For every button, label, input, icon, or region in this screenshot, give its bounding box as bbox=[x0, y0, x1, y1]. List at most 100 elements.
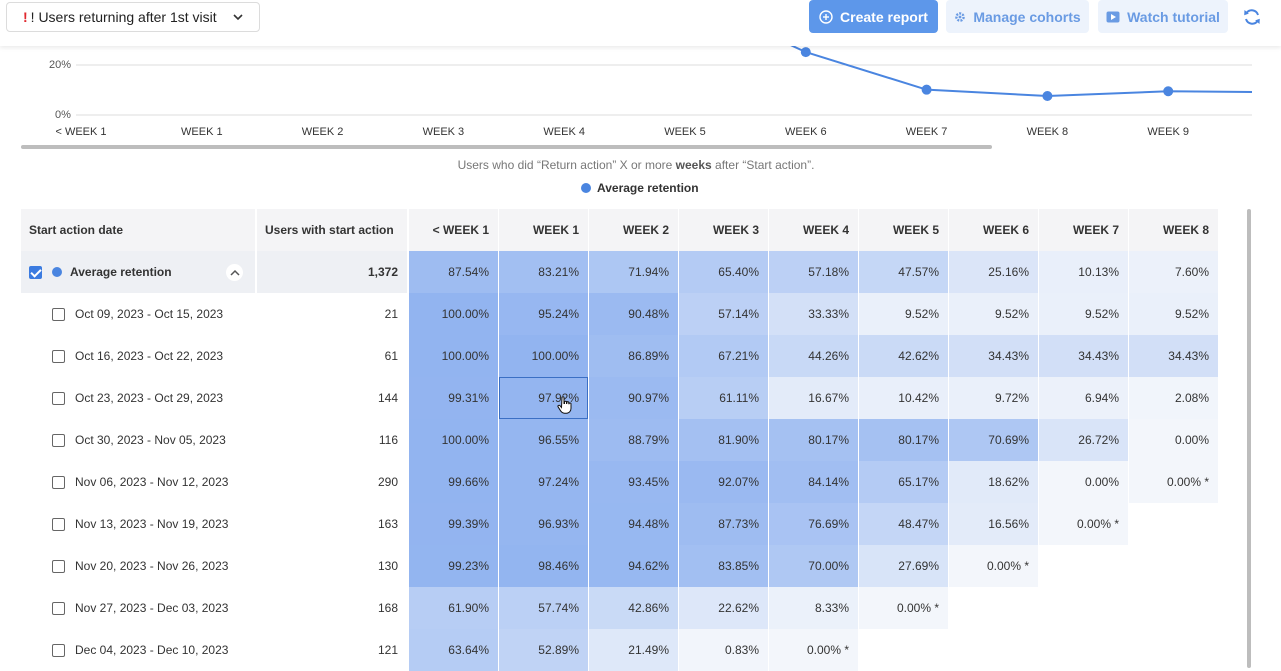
header-week-2[interactable]: WEEK 2 bbox=[589, 209, 678, 251]
report-selector[interactable]: ! ! Users returning after 1st visit bbox=[6, 2, 260, 32]
average-retention-value[interactable]: 83.21% bbox=[499, 251, 588, 293]
retention-cell[interactable]: 0.00% bbox=[1039, 461, 1128, 503]
retention-cell[interactable]: 100.00% bbox=[499, 335, 588, 377]
retention-cell[interactable]: 61.90% bbox=[409, 587, 498, 629]
retention-cell[interactable]: 0.83% bbox=[679, 629, 768, 671]
header-week-8[interactable]: WEEK 8 bbox=[1129, 209, 1218, 251]
retention-cell[interactable]: 99.39% bbox=[409, 503, 498, 545]
retention-cell[interactable]: 34.43% bbox=[1129, 335, 1218, 377]
retention-cell[interactable]: 9.72% bbox=[949, 377, 1038, 419]
retention-cell[interactable]: 90.97% bbox=[589, 377, 678, 419]
watch-tutorial-button[interactable]: Watch tutorial bbox=[1098, 0, 1228, 33]
average-retention-value[interactable]: 65.40% bbox=[679, 251, 768, 293]
average-retention-value[interactable]: 25.16% bbox=[949, 251, 1038, 293]
average-retention-value[interactable]: 47.57% bbox=[859, 251, 948, 293]
retention-cell[interactable]: 16.67% bbox=[769, 377, 858, 419]
header-week-3[interactable]: WEEK 3 bbox=[679, 209, 768, 251]
retention-cell[interactable]: 0.00% * bbox=[1039, 503, 1128, 545]
retention-cell[interactable]: 16.56% bbox=[949, 503, 1038, 545]
average-retention-value[interactable]: 71.94% bbox=[589, 251, 678, 293]
average-retention-value[interactable]: 87.54% bbox=[409, 251, 498, 293]
retention-cell[interactable]: 0.00% * bbox=[769, 629, 858, 671]
header-start-action-date[interactable]: Start action date bbox=[21, 209, 255, 251]
retention-cell[interactable]: 96.55% bbox=[499, 419, 588, 461]
retention-cell[interactable]: 10.42% bbox=[859, 377, 948, 419]
retention-cell[interactable]: 94.48% bbox=[589, 503, 678, 545]
retention-cell[interactable]: 70.00% bbox=[769, 545, 858, 587]
data-point[interactable] bbox=[1163, 86, 1174, 97]
retention-cell[interactable]: 65.17% bbox=[859, 461, 948, 503]
retention-cell[interactable]: 6.94% bbox=[1039, 377, 1128, 419]
cohort-checkbox[interactable] bbox=[52, 475, 65, 489]
retention-cell[interactable]: 26.72% bbox=[1039, 419, 1128, 461]
header-users-with-start-action[interactable]: Users with start action bbox=[257, 209, 407, 251]
retention-cell[interactable]: 22.62% bbox=[679, 587, 768, 629]
retention-cell[interactable]: 81.90% bbox=[679, 419, 768, 461]
retention-cell[interactable]: 8.33% bbox=[769, 587, 858, 629]
average-retention-value[interactable]: 7.60% bbox=[1129, 251, 1218, 293]
refresh-icon[interactable] bbox=[1242, 7, 1262, 27]
chart-legend-average-retention[interactable]: Average retention bbox=[581, 181, 699, 195]
retention-cell[interactable]: 86.89% bbox=[589, 335, 678, 377]
average-retention-value[interactable]: 10.13% bbox=[1039, 251, 1128, 293]
retention-cell[interactable]: 2.08% bbox=[1129, 377, 1218, 419]
retention-cell[interactable]: 84.14% bbox=[769, 461, 858, 503]
retention-cell[interactable]: 100.00% bbox=[409, 293, 498, 335]
retention-cell[interactable]: 33.33% bbox=[769, 293, 858, 335]
retention-cell[interactable]: 9.52% bbox=[859, 293, 948, 335]
retention-cell[interactable]: 18.62% bbox=[949, 461, 1038, 503]
retention-cell[interactable]: 93.45% bbox=[589, 461, 678, 503]
retention-cell[interactable]: 99.31% bbox=[409, 377, 498, 419]
cohort-checkbox[interactable] bbox=[52, 517, 65, 531]
retention-cell[interactable]: 97.92% bbox=[499, 377, 588, 419]
retention-cell[interactable]: 9.52% bbox=[1129, 293, 1218, 335]
average-retention-checkbox[interactable] bbox=[29, 265, 42, 279]
retention-cell[interactable]: 100.00% bbox=[409, 335, 498, 377]
retention-cell[interactable]: 100.00% bbox=[409, 419, 498, 461]
retention-cell[interactable]: 88.79% bbox=[589, 419, 678, 461]
cohort-checkbox[interactable] bbox=[52, 391, 65, 405]
average-retention-value[interactable]: 57.18% bbox=[769, 251, 858, 293]
retention-cell[interactable]: 42.62% bbox=[859, 335, 948, 377]
retention-cell[interactable]: 80.17% bbox=[769, 419, 858, 461]
create-report-button[interactable]: Create report bbox=[809, 0, 938, 33]
data-point[interactable] bbox=[800, 47, 811, 58]
retention-cell[interactable]: 95.24% bbox=[499, 293, 588, 335]
retention-cell[interactable]: 52.89% bbox=[499, 629, 588, 671]
data-point[interactable] bbox=[1042, 91, 1053, 101]
retention-cell[interactable]: 76.69% bbox=[769, 503, 858, 545]
retention-cell[interactable]: 99.66% bbox=[409, 461, 498, 503]
retention-cell[interactable]: 97.24% bbox=[499, 461, 588, 503]
retention-cell[interactable]: 94.62% bbox=[589, 545, 678, 587]
retention-cell[interactable]: 34.43% bbox=[949, 335, 1038, 377]
retention-cell[interactable]: 96.93% bbox=[499, 503, 588, 545]
retention-cell[interactable]: 61.11% bbox=[679, 377, 768, 419]
cohort-checkbox[interactable] bbox=[52, 601, 65, 615]
retention-cell[interactable]: 70.69% bbox=[949, 419, 1038, 461]
retention-cell[interactable]: 9.52% bbox=[1039, 293, 1128, 335]
retention-cell[interactable]: 92.07% bbox=[679, 461, 768, 503]
retention-cell[interactable]: 34.43% bbox=[1039, 335, 1128, 377]
header-week-4[interactable]: WEEK 4 bbox=[769, 209, 858, 251]
retention-cell[interactable]: 90.48% bbox=[589, 293, 678, 335]
retention-cell[interactable]: 87.73% bbox=[679, 503, 768, 545]
retention-cell[interactable]: 9.52% bbox=[949, 293, 1038, 335]
retention-cell[interactable]: 0.00% bbox=[1129, 419, 1218, 461]
chevron-up-icon[interactable] bbox=[226, 264, 243, 281]
header-week-7[interactable]: WEEK 7 bbox=[1039, 209, 1128, 251]
header-week-6[interactable]: WEEK 6 bbox=[949, 209, 1038, 251]
retention-cell[interactable]: 83.85% bbox=[679, 545, 768, 587]
retention-cell[interactable]: 0.00% * bbox=[949, 545, 1038, 587]
data-point[interactable] bbox=[921, 84, 932, 95]
retention-cell[interactable]: 67.21% bbox=[679, 335, 768, 377]
retention-cell[interactable]: 57.74% bbox=[499, 587, 588, 629]
chart-horizontal-scrollbar[interactable] bbox=[21, 145, 992, 149]
table-vertical-scrollbar[interactable] bbox=[1247, 209, 1251, 668]
cohort-checkbox[interactable] bbox=[52, 349, 65, 363]
cohort-checkbox[interactable] bbox=[52, 643, 65, 657]
retention-cell[interactable]: 0.00% * bbox=[1129, 461, 1218, 503]
retention-cell[interactable]: 63.64% bbox=[409, 629, 498, 671]
retention-cell[interactable]: 27.69% bbox=[859, 545, 948, 587]
header-week-5[interactable]: WEEK 5 bbox=[859, 209, 948, 251]
retention-cell[interactable]: 98.46% bbox=[499, 545, 588, 587]
